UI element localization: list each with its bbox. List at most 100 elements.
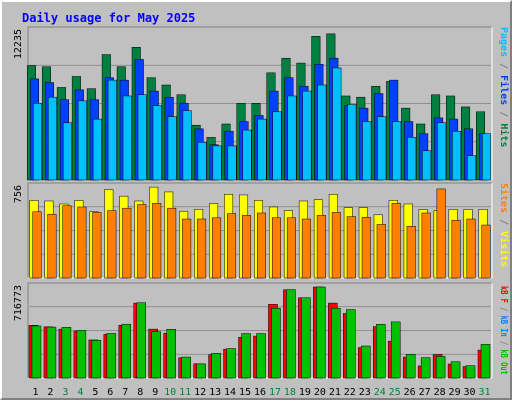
bar-kbout-day-22 <box>346 309 356 379</box>
x-tick-label-day-2: 2 <box>47 387 53 398</box>
x-tick-label-day-23: 23 <box>359 387 371 398</box>
legend-segment-0: Sites <box>498 183 510 213</box>
x-tick-label-day-9: 9 <box>152 387 158 398</box>
bar-sites-day-28 <box>436 188 446 279</box>
bar-kbout-day-9 <box>151 331 161 379</box>
legend-segment-1: / <box>498 57 509 75</box>
bar-pages-day-5 <box>92 118 102 181</box>
bar-kbout-day-7 <box>121 323 132 379</box>
bar-pages-day-15 <box>242 129 252 181</box>
y-scale-max-label: 12235 <box>13 29 24 59</box>
bar-pages-day-7 <box>122 95 132 181</box>
x-tick-label-day-22: 22 <box>344 387 356 398</box>
bar-sites-day-24 <box>376 224 386 279</box>
bar-sites-day-13 <box>212 217 222 279</box>
bar-sites-day-12 <box>197 218 207 279</box>
x-tick-label-day-14: 14 <box>224 387 236 398</box>
panel-legend-label: kB F / kB In / kB Out <box>498 286 510 375</box>
bar-kbout-day-25 <box>390 321 401 379</box>
x-tick-label-day-3: 3 <box>62 387 68 398</box>
x-axis-tick-labels: 1 2 3 4 5 6 7 8 9 10 11 12 13 14 15 16 17 18 19 20 21 22 23 24 2… <box>32 387 490 398</box>
bar-pages-day-13 <box>212 145 222 181</box>
bar-kbout-day-5 <box>91 340 102 379</box>
bar-kbout-day-2 <box>46 326 57 379</box>
bar-pages-day-18 <box>287 95 297 181</box>
bar-kbout-day-29 <box>450 361 461 379</box>
bar-sites-day-3 <box>62 205 72 279</box>
bar-sites-day-15 <box>242 215 252 279</box>
legend-segment-2: Visits <box>498 231 510 267</box>
legend-segment-4: Hits <box>498 123 510 147</box>
bar-kbout-day-4 <box>76 330 87 379</box>
x-tick-label-day-16: 16 <box>254 387 266 398</box>
chart-panels: 12235 Pages / Files / Hits 756 Sites / Visi… <box>13 26 510 379</box>
legend-segment-2: Files <box>498 75 510 105</box>
panel-hits-files-pages: 12235 Pages / Files / Hits <box>13 26 510 181</box>
x-tick-label-day-30: 30 <box>464 387 476 398</box>
bar-pages-day-25 <box>392 121 402 181</box>
bar-sites-day-1 <box>32 211 42 279</box>
bar-kbout-day-10 <box>166 328 176 379</box>
bar-sites-day-27 <box>421 212 431 279</box>
legend-segment-2: kB In <box>498 316 510 337</box>
bar-pages-day-22 <box>347 104 357 181</box>
bar-pages-day-2 <box>47 96 57 181</box>
bar-kbout-day-27 <box>420 357 431 379</box>
bar-sites-day-7 <box>122 207 132 279</box>
bar-kbout-day-1 <box>31 325 42 379</box>
x-tick-label-day-27: 27 <box>419 387 431 398</box>
x-tick-label-day-19: 19 <box>299 387 311 398</box>
bar-kbout-day-31 <box>480 343 491 379</box>
bar-pages-day-30 <box>467 155 477 181</box>
bar-kbout-day-17 <box>271 308 281 379</box>
bar-pages-day-28 <box>437 122 447 181</box>
bar-kbout-day-24 <box>375 324 386 379</box>
bar-pages-day-9 <box>152 105 162 181</box>
bar-kbout-day-26 <box>405 354 416 379</box>
bar-sites-day-8 <box>137 204 147 279</box>
legend-segment-0: Pages <box>498 27 509 57</box>
bar-kbout-day-23 <box>361 345 371 379</box>
bar-sites-day-9 <box>152 203 162 279</box>
bar-kbout-day-15 <box>241 333 251 379</box>
bar-sites-day-10 <box>167 207 177 279</box>
bar-sites-day-17 <box>271 217 281 279</box>
bar-kbout-day-8 <box>136 302 147 379</box>
bar-kbout-day-12 <box>196 363 206 379</box>
bar-kbout-day-20 <box>316 286 326 379</box>
bar-sites-day-22 <box>346 216 356 279</box>
bar-pages-day-27 <box>422 150 432 181</box>
x-tick-label-day-5: 5 <box>92 387 98 398</box>
bar-sites-day-23 <box>361 216 371 279</box>
bar-sites-day-11 <box>182 218 192 279</box>
bar-pages-day-31 <box>482 133 492 181</box>
bar-pages-day-8 <box>137 94 147 181</box>
bar-sites-day-20 <box>316 215 326 279</box>
bar-kbout-day-18 <box>286 289 296 379</box>
bar-pages-day-1 <box>32 103 42 181</box>
chart-title: Daily usage for May 2025 <box>22 11 195 25</box>
legend-segment-1: / <box>498 303 510 316</box>
bar-sites-day-5 <box>92 212 102 279</box>
bar-pages-day-29 <box>452 131 462 181</box>
bar-sites-day-16 <box>257 212 266 279</box>
x-tick-label-day-20: 20 <box>314 387 326 398</box>
bar-pages-day-12 <box>197 141 207 181</box>
bar-pages-day-23 <box>362 121 372 181</box>
panel-visits-sites: 756 Sites / Visits <box>13 182 510 279</box>
bar-pages-day-4 <box>77 100 87 181</box>
x-tick-label-day-24: 24 <box>374 387 386 398</box>
bar-sites-day-30 <box>466 218 476 279</box>
x-tick-label-day-11: 11 <box>179 387 191 398</box>
bar-kbout-day-3 <box>61 327 72 379</box>
panel-legend-label: Sites / Visits <box>498 183 510 267</box>
bar-kbout-day-16 <box>256 333 266 379</box>
y-scale-max-label: 716773 <box>13 285 24 321</box>
bar-kbout-day-21 <box>331 308 341 379</box>
bar-pages-day-20 <box>317 84 327 181</box>
x-tick-label-day-13: 13 <box>209 387 221 398</box>
bar-kbout-day-13 <box>211 352 221 379</box>
bar-kbout-day-6 <box>106 333 117 379</box>
x-tick-label-day-28: 28 <box>434 387 446 398</box>
x-tick-label-day-6: 6 <box>107 387 113 398</box>
